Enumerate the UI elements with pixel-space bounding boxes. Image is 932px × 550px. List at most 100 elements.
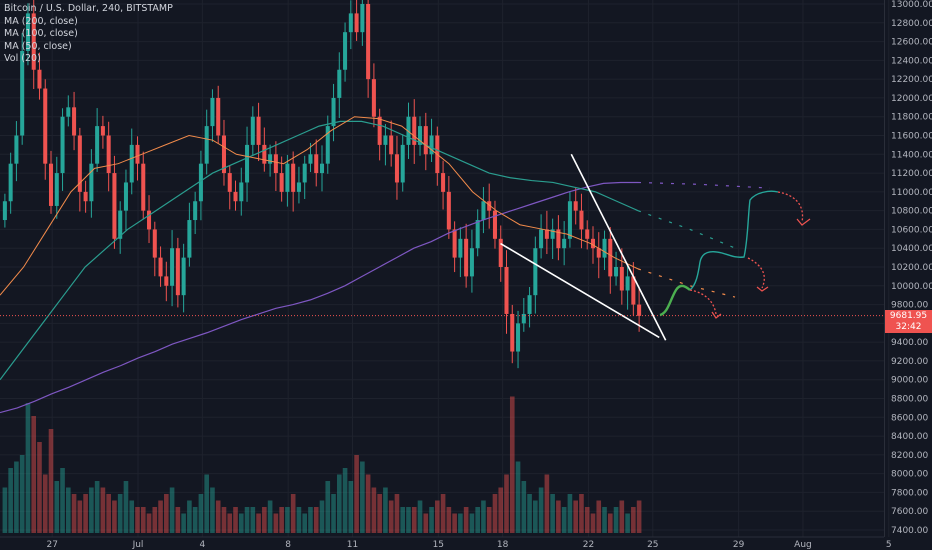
user-drawings[interactable] xyxy=(0,153,884,341)
chart-legend: Bitcoin / U.S. Dollar, 240, BITSTAMP MA … xyxy=(4,3,173,66)
volume-bar xyxy=(100,487,106,533)
candle-body xyxy=(164,276,169,286)
candle-body xyxy=(590,238,596,249)
candle-body xyxy=(314,154,319,174)
candle-body xyxy=(250,116,255,145)
candle-body xyxy=(475,220,480,249)
volume-bar xyxy=(400,507,406,533)
candle-body xyxy=(544,229,549,239)
candle-body xyxy=(129,144,134,183)
volume-bar xyxy=(279,507,284,533)
volume-bar xyxy=(198,494,204,533)
volume-bar xyxy=(31,416,37,533)
candle-body xyxy=(383,135,388,145)
volume-bar xyxy=(221,507,227,533)
volume-bar xyxy=(112,500,117,533)
volume-bar xyxy=(596,500,602,533)
candle-body xyxy=(319,163,325,174)
volume-bar xyxy=(498,487,504,533)
volume-bar xyxy=(533,500,538,533)
volume-bar xyxy=(227,513,233,533)
volume-bar xyxy=(579,494,584,533)
price-tick-label: 10200.00 xyxy=(891,263,932,273)
price-tick-label: 10800.00 xyxy=(891,207,932,217)
volume-bar xyxy=(573,500,578,533)
volume-bar xyxy=(164,494,169,533)
time-tick-label: 22 xyxy=(583,540,594,550)
candlesticks[interactable] xyxy=(2,0,642,369)
red-down-arrow-1 xyxy=(689,289,717,315)
volume-bar xyxy=(607,513,613,533)
candle-body xyxy=(498,238,503,267)
volume-bar xyxy=(325,481,331,533)
legend-ma100[interactable]: MA (100, close) xyxy=(4,28,78,39)
candle-body xyxy=(348,13,353,33)
candle-body xyxy=(187,220,192,258)
candle-body xyxy=(118,210,123,239)
price-tick-label: 11400.00 xyxy=(891,150,932,160)
legend-symbol[interactable]: Bitcoin / U.S. Dollar, 240, BITSTAMP xyxy=(4,3,173,14)
price-axis-border xyxy=(884,0,885,537)
price-tick-label: 11200.00 xyxy=(891,169,932,179)
candle-body xyxy=(573,201,578,211)
volume-bar xyxy=(140,507,146,533)
ma-line-path xyxy=(0,120,639,381)
volume-bar xyxy=(371,487,377,533)
candle-body xyxy=(389,135,394,155)
candle-body xyxy=(100,126,105,136)
time-axis[interactable]: 27 Jul 4 8 11 15 18 22 25 29 Aug 5 xyxy=(0,536,892,550)
price-axis[interactable]: 7400.00 7600.00 7800.00 8000.00 8200.00 8400.… xyxy=(891,0,932,536)
candle-body xyxy=(227,173,232,192)
candle-body xyxy=(83,191,88,202)
volume-bar xyxy=(262,507,267,533)
price-tick-label: 10400.00 xyxy=(891,244,932,254)
volume-bar xyxy=(8,468,13,533)
legend-ma50[interactable]: MA (50, close) xyxy=(4,40,72,52)
volume-bar xyxy=(244,507,250,533)
candle-body xyxy=(89,163,94,202)
candle-body xyxy=(285,163,290,192)
volume-bar xyxy=(175,507,181,533)
ma-line-path xyxy=(0,181,638,414)
candle-body xyxy=(245,144,250,183)
price-tick-label: 11800.00 xyxy=(891,113,932,123)
price-tick-label: 8200.00 xyxy=(891,451,928,461)
volume-bar xyxy=(319,500,325,533)
price-tick-label: 7600.00 xyxy=(891,507,928,517)
volume-bar xyxy=(411,507,417,533)
legend-volume[interactable]: Vol (20) xyxy=(4,53,41,64)
volume-bar xyxy=(89,487,94,533)
volume-bar xyxy=(66,487,71,533)
candle-body xyxy=(31,13,36,70)
legend-ma200[interactable]: MA (200, close) xyxy=(4,15,78,27)
volume-bar xyxy=(215,500,221,533)
candle-body xyxy=(54,173,59,206)
candle-body xyxy=(20,50,25,136)
price-tick-label: 12600.00 xyxy=(891,38,932,48)
volume-bar xyxy=(117,494,123,533)
candle-body xyxy=(147,210,152,230)
price-tick-label: 10000.00 xyxy=(891,282,932,292)
candle-body xyxy=(492,210,497,239)
time-tick-label: 15 xyxy=(433,540,444,550)
candle-body xyxy=(602,238,607,258)
candle-body xyxy=(308,154,313,164)
volume-bar xyxy=(158,500,163,533)
candle-body xyxy=(60,116,65,174)
candle-body xyxy=(637,304,642,316)
volume-bar xyxy=(481,500,486,533)
volume-bar xyxy=(567,494,573,533)
candle-body xyxy=(481,201,486,221)
price-tick-label: 11000.00 xyxy=(891,188,932,198)
ma100-line xyxy=(0,120,639,381)
ma50-line xyxy=(0,116,639,296)
candle-body xyxy=(412,116,417,145)
price-tick-label: 8000.00 xyxy=(891,470,928,480)
candle-body xyxy=(516,323,521,352)
candle-body xyxy=(95,126,100,164)
candle-body xyxy=(77,135,82,192)
candle-body xyxy=(429,135,434,155)
price-tick-label: 12800.00 xyxy=(891,19,932,29)
candle-body xyxy=(458,238,463,258)
